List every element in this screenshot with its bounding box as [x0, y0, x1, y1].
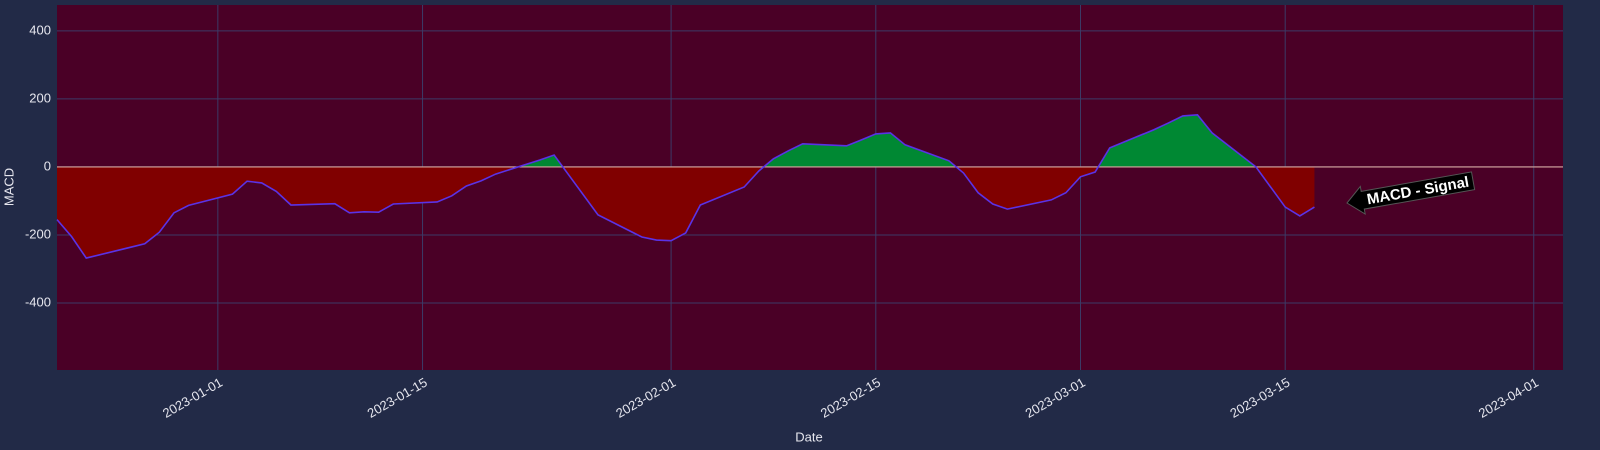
x-axis-label: Date — [795, 429, 822, 444]
y-tick-label: 0 — [44, 158, 51, 173]
y-tick-label: 400 — [29, 22, 51, 37]
y-axis-label: MACD — [1, 168, 16, 206]
y-tick-label: 200 — [29, 90, 51, 105]
annotation-arrow — [1346, 171, 1476, 216]
y-tick-label: -200 — [25, 226, 51, 241]
y-tick-label: -400 — [25, 294, 51, 309]
marks — [56, 114, 1563, 259]
positive-area — [518, 114, 1256, 167]
macd-line — [56, 114, 1315, 259]
negative-area — [57, 166, 1315, 259]
